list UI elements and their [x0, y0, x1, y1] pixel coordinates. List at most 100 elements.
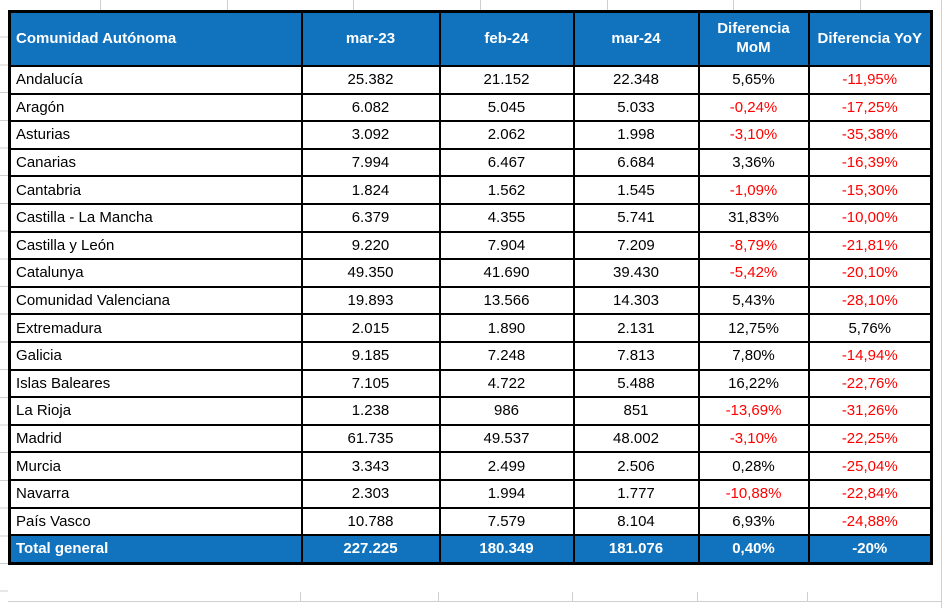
cell-value[interactable]: -3,10%: [697, 423, 810, 454]
cell-value[interactable]: -0,24%: [697, 92, 810, 123]
cell-value[interactable]: 2.303: [300, 478, 441, 509]
cell-value[interactable]: 39.430: [572, 258, 700, 288]
cell-value[interactable]: -16,39%: [807, 147, 933, 178]
cell-region-name[interactable]: Aragón: [8, 92, 303, 123]
column-header-comunidad[interactable]: Comunidad Autónoma: [8, 10, 303, 67]
cell-value[interactable]: 1.994: [438, 478, 575, 509]
cell-value[interactable]: -10,00%: [807, 202, 933, 233]
cell-value[interactable]: 41.690: [438, 258, 575, 288]
cell-region-name[interactable]: País Vasco: [8, 506, 303, 537]
cell-value[interactable]: 6,93%: [697, 506, 810, 537]
cell-value[interactable]: -8,79%: [697, 230, 810, 261]
cell-value[interactable]: 1.824: [300, 175, 441, 205]
cell-value[interactable]: -17,25%: [807, 92, 933, 123]
cell-value[interactable]: 986: [438, 396, 575, 426]
cell-region-name[interactable]: Murcia: [8, 451, 303, 481]
cell-region-name[interactable]: Catalunya: [8, 258, 303, 288]
cell-value[interactable]: -22,84%: [807, 478, 933, 509]
cell-value[interactable]: 9.220: [300, 230, 441, 261]
cell-region-name[interactable]: Total general: [8, 534, 303, 565]
cell-value[interactable]: -28,10%: [807, 285, 933, 316]
cell-region-name[interactable]: La Rioja: [8, 396, 303, 426]
cell-value[interactable]: 31,83%: [697, 202, 810, 233]
cell-value[interactable]: -21,81%: [807, 230, 933, 261]
cell-value[interactable]: 6.467: [438, 147, 575, 178]
cell-value[interactable]: 5,65%: [697, 65, 810, 95]
column-header-diferencia-yoy[interactable]: Diferencia YoY: [807, 10, 933, 67]
cell-region-name[interactable]: Andalucía: [8, 65, 303, 95]
cell-value[interactable]: 851: [572, 396, 700, 426]
cell-value[interactable]: -15,30%: [807, 175, 933, 205]
cell-value[interactable]: 5,43%: [697, 285, 810, 316]
cell-value[interactable]: 49.350: [300, 258, 441, 288]
column-header-feb24[interactable]: feb-24: [438, 10, 575, 67]
cell-value[interactable]: 7.904: [438, 230, 575, 261]
cell-value[interactable]: 180.349: [438, 534, 575, 565]
cell-value[interactable]: -22,76%: [807, 368, 933, 399]
cell-value[interactable]: -3,10%: [697, 120, 810, 150]
cell-value[interactable]: 4.355: [438, 202, 575, 233]
cell-value[interactable]: 48.002: [572, 423, 700, 454]
cell-value[interactable]: 5.033: [572, 92, 700, 123]
cell-value[interactable]: 9.185: [300, 340, 441, 371]
cell-value[interactable]: -20,10%: [807, 258, 933, 288]
cell-value[interactable]: -5,42%: [697, 258, 810, 288]
cell-value[interactable]: 7.813: [572, 340, 700, 371]
cell-value[interactable]: 12,75%: [697, 313, 810, 343]
cell-value[interactable]: 2.062: [438, 120, 575, 150]
cell-value[interactable]: 0,28%: [697, 451, 810, 481]
cell-value[interactable]: 2.506: [572, 451, 700, 481]
cell-value[interactable]: 25.382: [300, 65, 441, 95]
cell-value[interactable]: 4.722: [438, 368, 575, 399]
cell-region-name[interactable]: Navarra: [8, 478, 303, 509]
column-header-mar23[interactable]: mar-23: [300, 10, 441, 67]
cell-region-name[interactable]: Canarias: [8, 147, 303, 178]
cell-value[interactable]: 14.303: [572, 285, 700, 316]
cell-value[interactable]: 1.998: [572, 120, 700, 150]
cell-region-name[interactable]: Asturias: [8, 120, 303, 150]
column-header-mar24[interactable]: mar-24: [572, 10, 700, 67]
cell-region-name[interactable]: Cantabria: [8, 175, 303, 205]
cell-region-name[interactable]: Castilla y León: [8, 230, 303, 261]
cell-value[interactable]: -35,38%: [807, 120, 933, 150]
cell-value[interactable]: 1.562: [438, 175, 575, 205]
cell-value[interactable]: 3,36%: [697, 147, 810, 178]
cell-value[interactable]: 6.684: [572, 147, 700, 178]
cell-region-name[interactable]: Castilla - La Mancha: [8, 202, 303, 233]
cell-value[interactable]: 0,40%: [697, 534, 810, 565]
cell-value[interactable]: -31,26%: [807, 396, 933, 426]
cell-value[interactable]: 6.379: [300, 202, 441, 233]
cell-value[interactable]: 1.545: [572, 175, 700, 205]
cell-value[interactable]: 7.579: [438, 506, 575, 537]
cell-value[interactable]: -1,09%: [697, 175, 810, 205]
cell-value[interactable]: 5.045: [438, 92, 575, 123]
cell-value[interactable]: 5.741: [572, 202, 700, 233]
cell-value[interactable]: -14,94%: [807, 340, 933, 371]
cell-value[interactable]: 7.105: [300, 368, 441, 399]
cell-value[interactable]: 7.994: [300, 147, 441, 178]
cell-value[interactable]: -10,88%: [697, 478, 810, 509]
cell-value[interactable]: -25,04%: [807, 451, 933, 481]
cell-value[interactable]: 16,22%: [697, 368, 810, 399]
cell-value[interactable]: -24,88%: [807, 506, 933, 537]
cell-value[interactable]: 7.248: [438, 340, 575, 371]
cell-value[interactable]: 1.777: [572, 478, 700, 509]
cell-value[interactable]: 2.015: [300, 313, 441, 343]
cell-value[interactable]: 5.488: [572, 368, 700, 399]
cell-value[interactable]: -13,69%: [697, 396, 810, 426]
cell-value[interactable]: 1.238: [300, 396, 441, 426]
cell-region-name[interactable]: Extremadura: [8, 313, 303, 343]
cell-value[interactable]: 1.890: [438, 313, 575, 343]
cell-value[interactable]: 21.152: [438, 65, 575, 95]
cell-region-name[interactable]: Galicia: [8, 340, 303, 371]
cell-value[interactable]: 7,80%: [697, 340, 810, 371]
cell-value[interactable]: 49.537: [438, 423, 575, 454]
cell-value[interactable]: -22,25%: [807, 423, 933, 454]
cell-value[interactable]: 181.076: [572, 534, 700, 565]
cell-region-name[interactable]: Madrid: [8, 423, 303, 454]
cell-region-name[interactable]: Islas Baleares: [8, 368, 303, 399]
cell-region-name[interactable]: Comunidad Valenciana: [8, 285, 303, 316]
cell-value[interactable]: 3.092: [300, 120, 441, 150]
cell-value[interactable]: -11,95%: [807, 65, 933, 95]
cell-value[interactable]: 13.566: [438, 285, 575, 316]
